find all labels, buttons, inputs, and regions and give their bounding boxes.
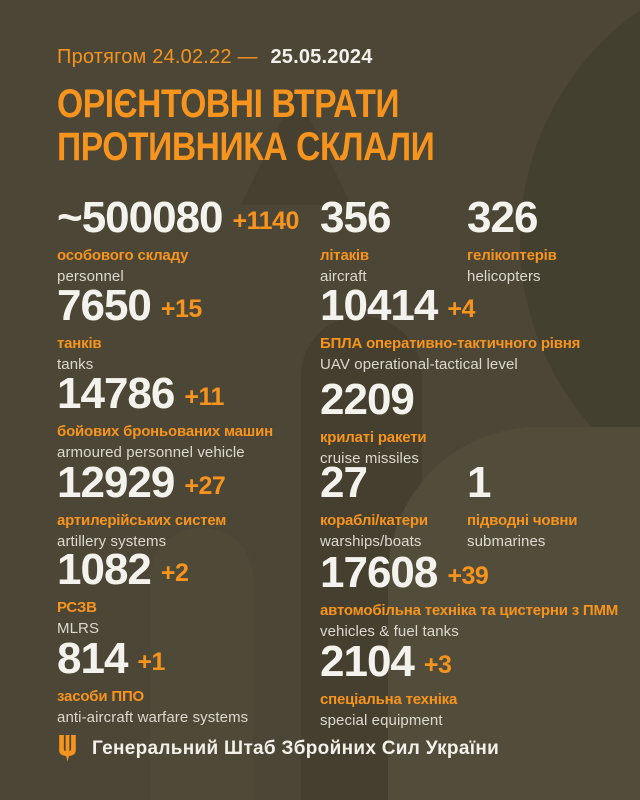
stat-special-equipment: 2104 +3 спеціальна техніка special equipm…: [320, 640, 457, 731]
stat-delta: +3: [423, 651, 452, 679]
stat-value: 17608: [320, 548, 438, 597]
page-title-line2: ПРОТИВНИКА СКЛАЛИ: [57, 125, 435, 169]
stat-cruise-missiles: 2209 крилаті ракети cruise missiles: [320, 375, 427, 469]
page-title-line1: ОРІЄНТОВНІ ВТРАТИ: [57, 82, 400, 126]
stat-label-en: aircraft: [320, 268, 367, 285]
stat-delta: +2: [160, 559, 189, 587]
stat-value: 2104: [320, 637, 415, 686]
stat-value: 14786: [57, 369, 175, 418]
stat-delta: +27: [184, 472, 226, 500]
stat-label-ua: автомобільна техніка та цистерни з ПММ: [320, 602, 619, 619]
stat-label-ua: РСЗВ: [57, 599, 97, 616]
stat-value: 1082: [57, 545, 152, 594]
trident-icon: [57, 735, 78, 762]
stat-label-en: MLRS: [57, 620, 100, 637]
stat-value: 1: [467, 458, 492, 507]
stat-label-en: armoured personnel vehicle: [57, 444, 245, 461]
report-period: Протягом 24.02.22 — 25.05.2024: [57, 46, 373, 69]
stat-personnel: ~500080 +1140 особового складу personnel: [57, 196, 299, 287]
stat-label-en: cruise missiles: [320, 450, 420, 467]
stat-label-ua: артилерійських систем: [57, 512, 227, 529]
stat-value: ~500080: [57, 193, 224, 242]
stat-delta: +11: [184, 383, 224, 411]
stat-label-en: special equipment: [320, 712, 443, 729]
stat-label-ua: танків: [57, 335, 102, 352]
stat-submarines: 1 підводні човни submarines: [467, 461, 577, 552]
period-prefix: Протягом 24.02.22 —: [57, 46, 258, 68]
stat-helicopters: 326 гелікоптерів helicopters: [467, 196, 557, 287]
stat-value: 10414: [320, 281, 438, 330]
stat-label-en: anti-aircraft warfare systems: [57, 709, 249, 726]
stat-label-ua: кораблі/катери: [320, 512, 428, 529]
stat-mlrs: 1082 +2 РСЗВ MLRS: [57, 545, 189, 639]
stat-label-ua: крилаті ракети: [320, 429, 427, 446]
stat-label-en: helicopters: [467, 268, 541, 285]
stat-label-en: artillery systems: [57, 533, 167, 550]
stat-value: 7650: [57, 281, 152, 330]
stat-warships: 27 кораблі/катери warships/boats: [320, 461, 428, 552]
watermark-trident-tip: [241, 90, 351, 205]
stat-value: 2209: [320, 375, 415, 424]
stat-label-ua: БПЛА оперативно-тактичного рівня: [320, 335, 581, 352]
stat-label-ua: спеціальна техніка: [320, 691, 458, 708]
stat-label-en: submarines: [467, 533, 546, 550]
footer-org-name: Генеральний Штаб Збройних Сил України: [92, 737, 500, 759]
stat-value: 27: [320, 458, 368, 507]
stat-delta: +1: [137, 648, 165, 676]
stat-delta: +39: [447, 562, 489, 590]
stat-label-en: warships/boats: [320, 533, 422, 550]
stat-label-ua: особового складу: [57, 247, 189, 264]
footer: Генеральний Штаб Збройних Сил України: [57, 735, 499, 762]
stat-label-ua: бойових броньованих машин: [57, 423, 273, 440]
watermark-right-slab: [388, 427, 640, 800]
stat-label-ua: засоби ППО: [57, 688, 144, 705]
stat-tanks: 7650 +15 танків tanks: [57, 284, 202, 375]
stat-value: 814: [57, 634, 128, 683]
stat-label-en: personnel: [57, 268, 124, 285]
stat-label-ua: підводні човни: [467, 512, 578, 529]
stat-label-en: tanks: [57, 356, 94, 373]
watermark-left-prong: [150, 528, 253, 800]
stat-value: 356: [320, 193, 391, 242]
stat-label-ua: літаків: [320, 247, 369, 264]
stat-delta: +15: [160, 295, 202, 323]
stat-aircraft: 356 літаків aircraft: [320, 196, 400, 287]
stat-label-ua: гелікоптерів: [467, 247, 557, 264]
stat-delta: +1140: [232, 207, 300, 235]
stat-vehicles-fuel-tanks: 17608 +39 автомобільна техніка та цистерн…: [320, 551, 618, 642]
stat-value: 326: [467, 193, 538, 242]
stat-label-en: vehicles & fuel tanks: [320, 623, 459, 640]
stat-uav: 10414 +4 БПЛА оперативно-тактичного рівня…: [320, 284, 580, 375]
stat-artillery: 12929 +27 артилерійських систем artillery…: [57, 461, 226, 552]
stat-armoured-vehicles: 14786 +11 бойових броньованих машин armou…: [57, 372, 273, 463]
report-date: 25.05.2024: [270, 46, 373, 68]
stat-delta: +4: [447, 295, 475, 323]
stat-label-en: UAV operational-tactical level: [320, 356, 518, 373]
stat-value: 12929: [57, 458, 175, 507]
stat-anti-aircraft: 814 +1 засоби ППО anti-aircraft warfare s…: [57, 637, 248, 728]
